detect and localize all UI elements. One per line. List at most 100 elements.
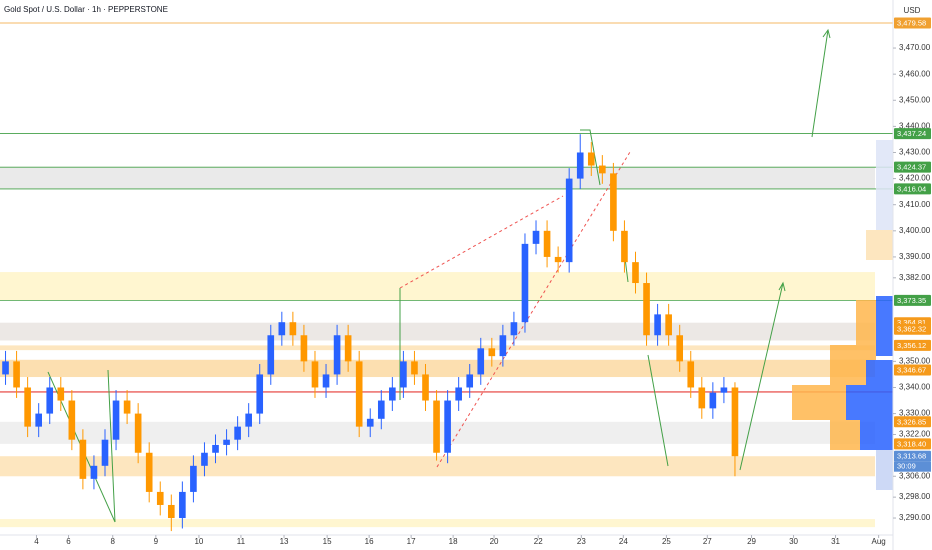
candle-body <box>112 400 120 440</box>
candle-body <box>212 444 219 453</box>
x-tick-label: 17 <box>407 537 416 546</box>
candle-body <box>134 413 142 453</box>
candle-body <box>223 439 230 445</box>
axes: 3,470.00 3,460.00 3,450.00 3,440.00 3,430.00… <box>34 17 931 546</box>
candle-body <box>190 465 197 492</box>
zones <box>0 167 875 528</box>
price-tag <box>894 161 931 173</box>
price-tag <box>894 438 931 450</box>
price-tag-label: 3,318.40 <box>897 439 926 448</box>
y-tick-label: 3,430.00 <box>899 148 931 157</box>
x-tick-label: 20 <box>490 537 499 546</box>
candle-body <box>444 400 451 453</box>
candle-body <box>344 335 352 362</box>
candle-body <box>2 361 9 375</box>
candle-body <box>411 361 418 375</box>
price-tag-label: 3,416.04 <box>897 184 926 193</box>
price-tag-label: 3,479.58 <box>897 19 926 28</box>
volume-profile <box>792 140 893 490</box>
currency[interactable]: USD <box>904 6 921 15</box>
candle-body <box>145 452 153 492</box>
x-tick-label: 31 <box>831 537 840 546</box>
candle-body <box>377 400 385 419</box>
candle-body <box>565 178 573 263</box>
candle-body <box>687 361 695 388</box>
profile-bar <box>860 420 893 450</box>
zone <box>0 519 875 528</box>
candle-body <box>355 361 363 427</box>
zone <box>0 359 875 378</box>
candle-body <box>400 361 407 388</box>
candle-body <box>35 413 42 427</box>
y-tick-label: 3,420.00 <box>899 174 931 183</box>
candle-body <box>79 439 87 479</box>
price-tag <box>894 416 931 428</box>
candle-body <box>256 374 264 414</box>
price-tag <box>894 17 931 29</box>
candle-body <box>234 426 241 440</box>
trend-line <box>436 151 631 468</box>
price-tag <box>894 364 931 376</box>
profile-bar <box>830 420 860 450</box>
candle-body <box>333 335 341 375</box>
candle-body <box>532 230 540 244</box>
candle-body <box>267 335 275 375</box>
x-tick-label: 29 <box>747 537 756 546</box>
price-tag-label: 3,424.37 <box>897 163 926 172</box>
candle-body <box>201 452 208 466</box>
price-tag <box>894 183 931 195</box>
y-tick-label: 3,306.00 <box>899 471 931 480</box>
candle-body <box>731 387 739 457</box>
candle-body <box>455 387 462 401</box>
candle-body <box>90 465 98 479</box>
candle-body <box>311 361 319 388</box>
y-tick-label: 3,290.00 <box>899 513 931 522</box>
candle-body <box>101 439 109 466</box>
candle-body <box>300 335 308 362</box>
arrow <box>739 282 784 471</box>
candle-body <box>643 283 650 336</box>
profile-bar <box>830 345 866 385</box>
trend-line <box>399 195 564 289</box>
x-tick-label: 15 <box>323 537 332 546</box>
x-tick-label: 16 <box>365 537 374 546</box>
candle-body <box>576 152 584 179</box>
x-tick-label: 11 <box>237 537 246 546</box>
candle-body <box>422 374 429 401</box>
candle-body <box>510 322 518 336</box>
price-tag <box>894 294 931 306</box>
candle-body <box>676 335 684 362</box>
x-tick-label: Aug <box>872 537 886 546</box>
countdown-tag <box>894 461 931 472</box>
x-tick-label: 8 <box>111 537 116 546</box>
candle-body <box>521 243 529 323</box>
price-tag-label: 3,313.68 <box>897 452 926 461</box>
price-tag-label: 3,362.32 <box>897 325 926 334</box>
levels <box>0 22 893 393</box>
y-tick-label: 3,440.00 <box>899 121 931 130</box>
candle-body <box>13 361 20 388</box>
drawing-line <box>580 129 601 186</box>
price-tag-label: 3,326.85 <box>897 417 926 426</box>
y-tick-label: 3,298.00 <box>899 492 931 501</box>
profile-bar <box>846 385 893 420</box>
zone <box>0 272 875 301</box>
chart-title: Gold Spot / U.S. Dollar · 1h · PEPPERSTO… <box>4 5 168 14</box>
countdown: 30:09 <box>897 462 916 471</box>
profile-bar <box>876 450 893 490</box>
x-tick-label: 25 <box>662 537 671 546</box>
candle-body <box>665 314 672 336</box>
candle-body <box>167 504 175 519</box>
candle-body <box>156 491 164 505</box>
candle-body <box>46 387 54 414</box>
y-tick-label: 3,322.00 <box>899 430 931 439</box>
candle-body <box>720 387 728 393</box>
candles <box>2 134 739 532</box>
candle-body <box>587 152 595 166</box>
price-tag <box>894 450 931 462</box>
x-tick-label: 10 <box>194 537 203 546</box>
x-tick-label: 30 <box>789 537 798 546</box>
candle-body <box>543 230 551 257</box>
y-tick-label: 3,340.00 <box>899 383 931 392</box>
